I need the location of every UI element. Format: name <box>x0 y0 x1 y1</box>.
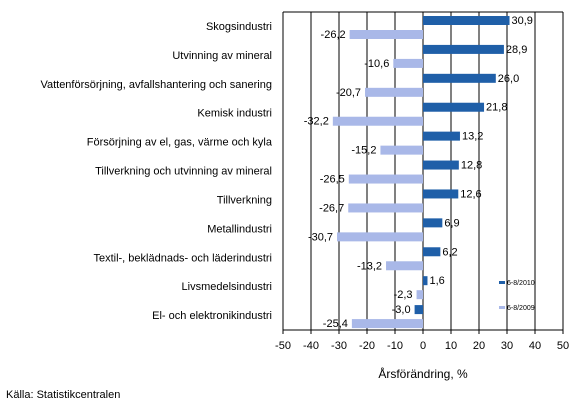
x-tick-label: 40 <box>529 340 541 352</box>
legend-label: 6-8/2009 <box>507 305 535 312</box>
data-label: 6,2 <box>442 246 457 258</box>
x-tick-label: 30 <box>501 340 513 352</box>
category-labels: Skogsindustri Utvinning av mineral Vattenf… <box>40 21 272 322</box>
category-label: Livsmedelsindustri <box>182 281 272 293</box>
bar-2009 <box>393 58 423 68</box>
bar-2009 <box>386 261 423 271</box>
legend-swatch <box>499 281 505 284</box>
bars <box>332 16 510 329</box>
data-label: 6,9 <box>444 217 459 229</box>
data-label: -32,2 <box>304 116 329 128</box>
bar-2010 <box>423 160 459 170</box>
bar-2009 <box>380 145 423 155</box>
data-label: 12,6 <box>460 188 481 200</box>
bar-2009 <box>348 174 423 184</box>
data-label: -20,7 <box>336 87 361 99</box>
bar-2010 <box>423 44 504 54</box>
data-label: 28,9 <box>506 44 527 56</box>
category-label: El- och elektronikindustri <box>152 310 272 322</box>
x-tick-label: -10 <box>387 340 403 352</box>
bar-2010 <box>423 276 428 286</box>
legend-swatch <box>499 306 505 309</box>
bar-2009 <box>348 203 423 213</box>
data-label: -13,2 <box>357 260 382 272</box>
data-label: 26,0 <box>498 73 519 85</box>
data-label: -3,0 <box>392 304 411 316</box>
bar-2009 <box>332 116 423 126</box>
bar-2009 <box>337 232 423 242</box>
x-tick-label: 10 <box>445 340 457 352</box>
data-label: -26,5 <box>320 174 345 186</box>
bar-2010 <box>423 131 460 141</box>
bar-2010 <box>423 189 459 199</box>
data-label: -26,2 <box>321 29 346 41</box>
legend-label: 6-8/2010 <box>507 280 535 287</box>
category-label: Kemisk industri <box>197 108 272 120</box>
source-note: Källa: Statistikcentralen <box>6 389 121 401</box>
category-label: Skogsindustri <box>206 21 272 33</box>
data-label: -15,2 <box>351 145 376 157</box>
data-label: -25,4 <box>323 318 348 330</box>
bar-2010 <box>423 102 485 112</box>
data-label: 12,8 <box>461 160 482 172</box>
data-label: -10,6 <box>364 58 389 70</box>
x-tick-label: -40 <box>303 340 319 352</box>
category-label: Metallindustri <box>207 223 272 235</box>
bar-2010 <box>423 16 510 25</box>
data-label: -2,3 <box>394 289 413 301</box>
x-tick-label: 20 <box>473 340 485 352</box>
category-label: Utvinning av mineral <box>172 50 272 62</box>
category-label: Tillverkning <box>217 194 272 206</box>
bar-2010 <box>423 218 443 228</box>
x-axis-title: Årsförändring, % <box>378 366 468 381</box>
x-tick-label: -30 <box>331 340 347 352</box>
x-tick-label: -20 <box>359 340 375 352</box>
x-tick-label: 50 <box>557 340 569 352</box>
bar-2009 <box>351 319 423 329</box>
x-tick-label: -50 <box>275 340 291 352</box>
x-axis: -50 -40 -30 -20 -10 0 10 20 30 40 50 <box>275 329 569 352</box>
category-label: Vattenförsörjning, avfallshantering och … <box>40 79 272 91</box>
bar-2010 <box>423 73 496 83</box>
bar-2009 <box>416 290 423 300</box>
bar-2010 <box>423 247 441 257</box>
x-tick-label: 0 <box>420 340 426 352</box>
data-label: 13,2 <box>462 131 483 143</box>
category-label: Textil-, beklädnads- och läderindustri <box>93 252 272 264</box>
bar-2010 <box>414 305 423 315</box>
legend: 6-8/2010 6-8/2009 <box>499 280 535 312</box>
data-label: 1,6 <box>429 275 444 287</box>
data-labels: 30,9 -26,2 28,9 -10,6 26,0 -20,7 21,8 -32,2 13,2… <box>304 15 533 330</box>
bar-2009 <box>349 30 423 39</box>
category-label: Försörjning av el, gas, värme och kyla <box>87 137 273 149</box>
data-label: -30,7 <box>308 231 333 243</box>
data-label: -26,7 <box>319 202 344 214</box>
data-label: 30,9 <box>512 15 533 27</box>
bar-2009 <box>365 87 423 97</box>
data-label: 21,8 <box>486 102 507 114</box>
category-label: Tillverkning och utvinning av mineral <box>95 166 272 178</box>
